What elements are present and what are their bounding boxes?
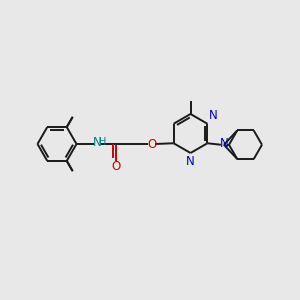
Text: N: N	[209, 109, 218, 122]
Text: N: N	[220, 137, 228, 150]
Text: O: O	[147, 137, 156, 151]
Text: N: N	[93, 136, 102, 149]
Text: H: H	[99, 137, 106, 147]
Text: N: N	[186, 155, 195, 168]
Text: O: O	[111, 160, 120, 173]
